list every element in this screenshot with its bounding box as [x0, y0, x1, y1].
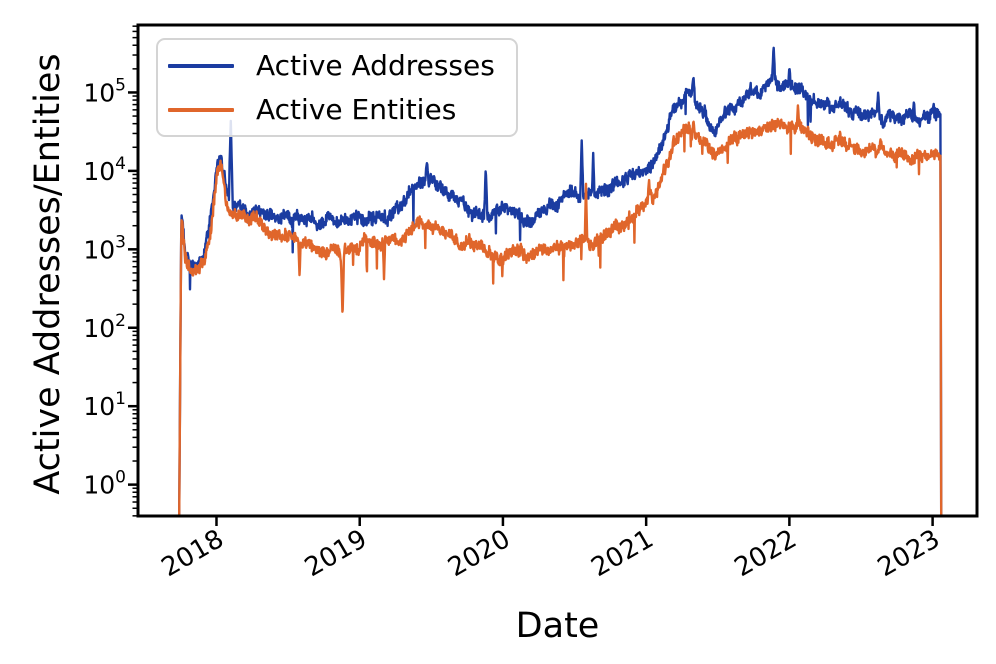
axes-frame: [136, 23, 979, 518]
series-line-active-addresses: [178, 46, 943, 516]
series-line-active-entities: [178, 104, 943, 516]
legend-item-active-addresses: Active Addresses: [158, 49, 516, 83]
x-tick-label: 2018: [157, 524, 229, 583]
y-tick-label: 103: [83, 232, 126, 264]
y-tick-label: 102: [83, 311, 126, 343]
y-tick-label: 101: [83, 389, 126, 421]
active-entities-line-swatch-icon: [168, 107, 234, 112]
y-tick-label: 104: [83, 154, 126, 186]
legend-item-active-entities: Active Entities: [158, 93, 516, 127]
y-tick-label: 100: [83, 468, 126, 500]
x-axis-label: Date: [515, 606, 600, 646]
legend-label: Active Addresses: [256, 49, 495, 82]
x-tick-label: 2021: [586, 524, 658, 583]
y-axis-label: Active Addresses/Entities: [28, 53, 68, 495]
legend-label: Active Entities: [256, 93, 457, 126]
x-tick-label: 2023: [873, 524, 945, 583]
x-tick-label: 2019: [300, 524, 372, 583]
active-addresses-line-swatch-icon: [168, 63, 234, 68]
y-tick-label: 105: [83, 75, 126, 107]
legend: Active Addresses Active Entities: [156, 38, 518, 137]
x-tick-label: 2020: [443, 524, 515, 583]
x-tick-label: 2022: [730, 524, 802, 583]
